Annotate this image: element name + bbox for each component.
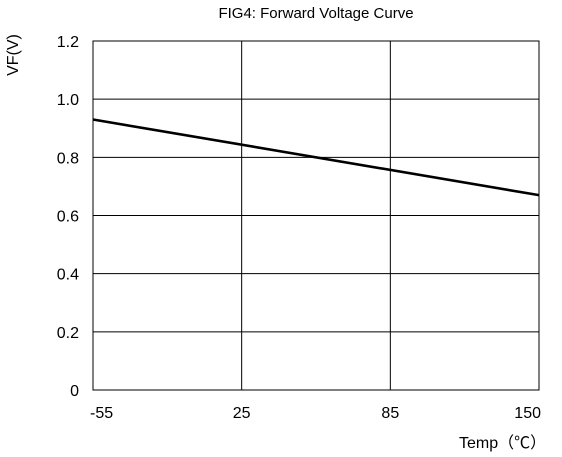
y-axis-label: VF(V) (5, 34, 22, 76)
x-tick-label: 25 (233, 405, 251, 422)
y-tick-label: 0.8 (57, 150, 79, 167)
chart-title: FIG4: Forward Voltage Curve (218, 5, 413, 22)
y-tick-label: 1.2 (57, 34, 79, 51)
y-tick-label: 1.0 (57, 92, 79, 109)
y-tick-label: 0.6 (57, 209, 79, 226)
y-tick-label: 0 (70, 383, 79, 400)
y-tick-labels: 0 0.2 0.4 0.6 0.8 1.0 1.2 (57, 34, 79, 400)
y-tick-label: 0.2 (57, 325, 79, 342)
x-tick-label: 150 (514, 405, 541, 422)
y-tick-label: 0.4 (57, 267, 79, 284)
series-line (92, 118, 540, 197)
x-tick-labels: -55 25 85 150 (90, 405, 541, 422)
plot-frame (92, 40, 540, 391)
x-axis-label: Temp（℃） (459, 434, 546, 452)
series-layer (92, 118, 540, 197)
x-tick-label: 85 (381, 405, 399, 422)
x-tick-label: -55 (90, 405, 113, 422)
